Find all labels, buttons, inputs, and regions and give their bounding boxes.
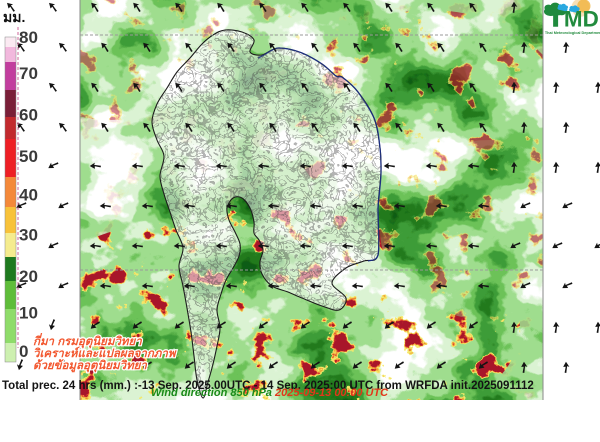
svg-text:วิเคราะห์และแปลผลจากภาพ: วิเคราะห์และแปลผลจากภาพ — [33, 346, 177, 360]
svg-text:30: 30 — [19, 226, 38, 245]
svg-text:20: 20 — [19, 267, 38, 286]
svg-text:Wind direction 850 hPa 2025-0: Wind direction 850 hPa 2025-09-13 00:00 … — [151, 387, 389, 399]
svg-text:60: 60 — [19, 106, 38, 125]
svg-text:มม.: มม. — [3, 9, 25, 25]
svg-text:40: 40 — [19, 186, 38, 205]
svg-text:0: 0 — [19, 342, 28, 361]
svg-text:50: 50 — [19, 147, 38, 166]
svg-text:Thai Meteorological Department: Thai Meteorological Department — [545, 31, 600, 35]
svg-text:10: 10 — [19, 304, 38, 323]
svg-text:MD: MD — [564, 7, 599, 32]
svg-text:ด้วยข้อมูลอุตุนิยมวิทยา: ด้วยข้อมูลอุตุนิยมวิทยา — [33, 359, 147, 373]
svg-text:70: 70 — [19, 64, 38, 83]
svg-text:80: 80 — [19, 28, 38, 47]
